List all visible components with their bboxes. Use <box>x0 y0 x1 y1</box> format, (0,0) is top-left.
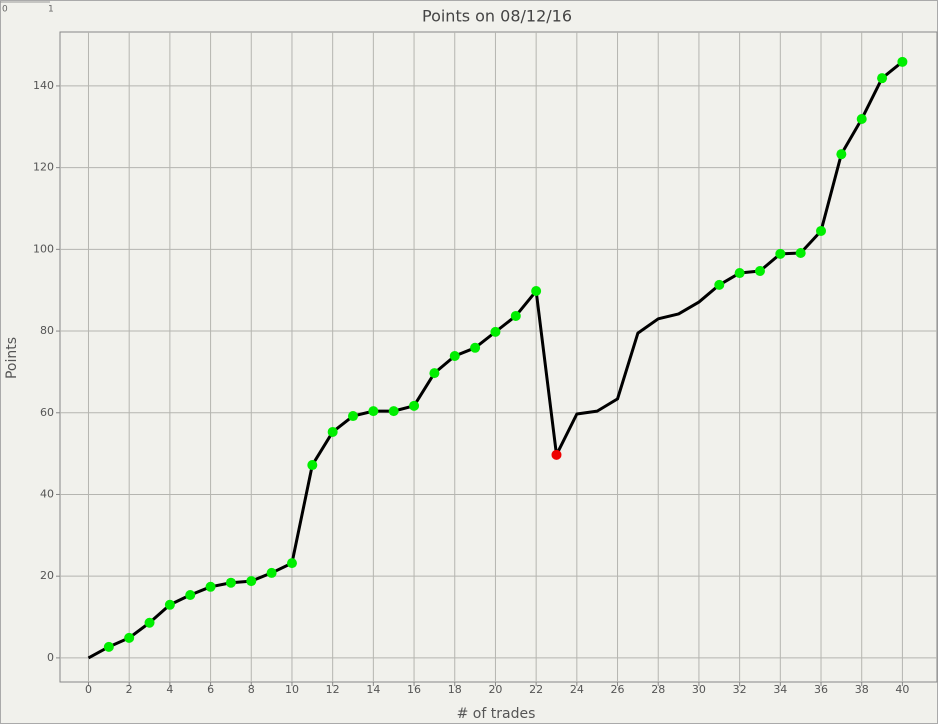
x-tick-label: 8 <box>248 683 255 696</box>
x-tick-label: 12 <box>326 683 340 696</box>
data-point <box>388 406 399 417</box>
x-tick-label: 14 <box>366 683 380 696</box>
data-point <box>795 248 806 259</box>
data-point <box>103 641 114 652</box>
data-point <box>510 310 521 321</box>
data-point <box>124 632 135 643</box>
data-point <box>144 617 155 628</box>
x-tick-label: 24 <box>570 683 584 696</box>
corner-label: 0 <box>2 5 8 15</box>
x-tick-label: 26 <box>611 683 625 696</box>
data-point <box>449 350 460 361</box>
data-point <box>490 326 501 337</box>
y-tick-label: 0 <box>47 651 54 664</box>
data-point <box>286 558 297 569</box>
data-point <box>266 567 277 578</box>
data-point <box>185 589 196 600</box>
y-tick-label: 20 <box>40 569 54 582</box>
x-tick-label: 20 <box>488 683 502 696</box>
y-axis-label: Points <box>4 337 20 379</box>
y-tick-label: 80 <box>40 324 54 337</box>
x-tick-label: 4 <box>166 683 173 696</box>
data-point <box>775 248 786 259</box>
data-point <box>348 411 359 422</box>
plot-area <box>59 31 938 683</box>
y-tick-label: 140 <box>33 79 54 92</box>
x-tick-label: 36 <box>814 683 828 696</box>
x-tick-label: 22 <box>529 683 543 696</box>
x-tick-label: 18 <box>448 683 462 696</box>
x-tick-label: 32 <box>733 683 747 696</box>
data-point <box>205 581 216 592</box>
chart-title: Points on 08/12/16 <box>422 7 572 26</box>
x-tick-label: 28 <box>651 683 665 696</box>
x-tick-label: 38 <box>855 683 869 696</box>
data-point <box>754 266 765 277</box>
data-point <box>877 73 888 84</box>
data-point <box>897 56 908 67</box>
data-point <box>368 406 379 417</box>
x-axis-label: # of trades <box>457 706 536 722</box>
x-tick-label: 10 <box>285 683 299 696</box>
y-tick-label: 100 <box>33 242 54 255</box>
data-point <box>409 400 420 411</box>
data-point <box>836 149 847 160</box>
y-tick-label: 60 <box>40 406 54 419</box>
data-point <box>164 599 175 610</box>
y-tick-label: 40 <box>40 487 54 500</box>
data-point <box>246 576 257 587</box>
corner-label: 1 <box>48 5 54 15</box>
data-point <box>429 368 440 379</box>
data-point <box>734 268 745 279</box>
x-tick-label: 34 <box>773 683 787 696</box>
data-point <box>470 342 481 353</box>
x-tick-label: 2 <box>126 683 133 696</box>
data-point <box>307 460 318 471</box>
data-point <box>551 449 562 460</box>
data-point <box>327 426 338 437</box>
data-point <box>531 286 542 297</box>
x-tick-label: 30 <box>692 683 706 696</box>
y-tick-label: 120 <box>33 161 54 174</box>
x-tick-label: 16 <box>407 683 421 696</box>
data-point <box>225 577 236 588</box>
x-tick-label: 40 <box>895 683 909 696</box>
data-point <box>714 279 725 290</box>
data-point <box>856 114 867 125</box>
data-point <box>816 225 827 236</box>
x-tick-label: 6 <box>207 683 214 696</box>
x-tick-label: 0 <box>85 683 92 696</box>
